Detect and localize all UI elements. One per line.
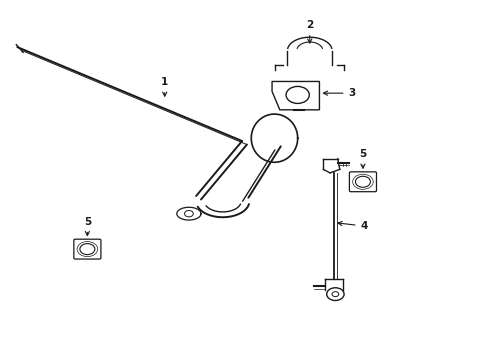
Text: 5: 5 [83,217,91,235]
Text: 2: 2 [305,20,313,43]
Text: 1: 1 [161,77,168,96]
Text: 3: 3 [323,88,355,98]
Text: 4: 4 [337,221,367,231]
Text: 5: 5 [359,149,366,168]
